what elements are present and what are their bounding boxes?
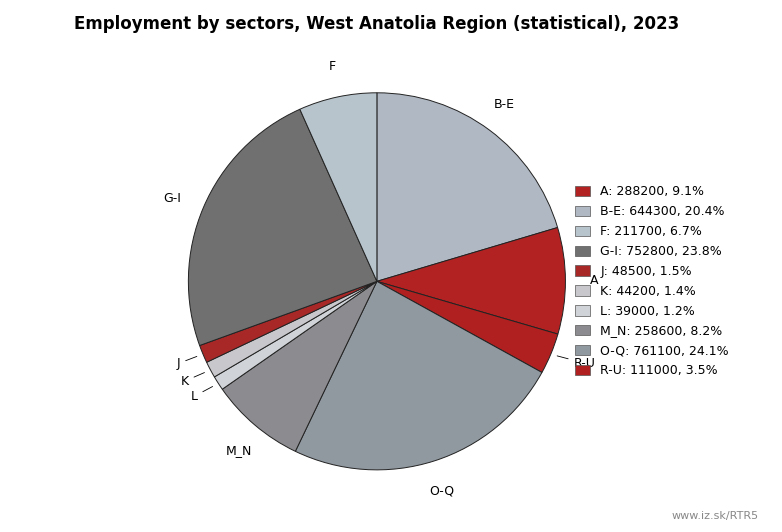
Wedge shape bbox=[377, 228, 565, 334]
Wedge shape bbox=[377, 93, 558, 281]
Text: L: L bbox=[191, 386, 213, 403]
Wedge shape bbox=[222, 281, 377, 451]
Text: M_N: M_N bbox=[226, 444, 252, 456]
Wedge shape bbox=[199, 281, 377, 362]
Text: K: K bbox=[181, 372, 204, 388]
Text: A: A bbox=[590, 274, 598, 287]
Wedge shape bbox=[296, 281, 542, 470]
Text: G-I: G-I bbox=[163, 192, 181, 205]
Text: O-Q: O-Q bbox=[429, 484, 454, 497]
Text: R-U: R-U bbox=[557, 356, 595, 370]
Wedge shape bbox=[377, 281, 558, 372]
Title: Employment by sectors, West Anatolia Region (statistical), 2023: Employment by sectors, West Anatolia Reg… bbox=[74, 15, 680, 33]
Wedge shape bbox=[188, 109, 377, 345]
Wedge shape bbox=[300, 93, 377, 281]
Legend: A: 288200, 9.1%, B-E: 644300, 20.4%, F: 211700, 6.7%, G-I: 752800, 23.8%, J: 485: A: 288200, 9.1%, B-E: 644300, 20.4%, F: … bbox=[572, 181, 733, 381]
Wedge shape bbox=[214, 281, 377, 389]
Text: www.iz.sk/RTR5: www.iz.sk/RTR5 bbox=[672, 511, 759, 521]
Wedge shape bbox=[206, 281, 377, 377]
Text: B-E: B-E bbox=[493, 97, 515, 111]
Text: F: F bbox=[328, 60, 336, 73]
Text: J: J bbox=[177, 356, 197, 370]
